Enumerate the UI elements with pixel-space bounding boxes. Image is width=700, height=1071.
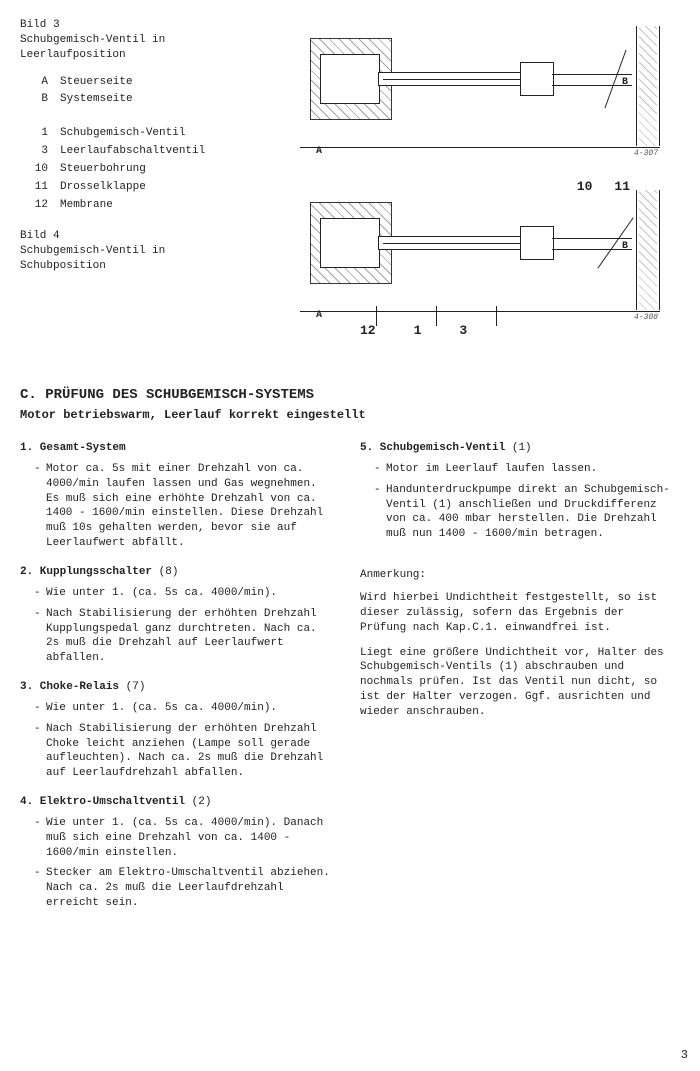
fig3-caption-l1: Bild 3: [20, 18, 292, 33]
list-item: Stecker am Elektro-Umschaltventil abzieh…: [34, 866, 334, 911]
table-row: 10Steuerbohrung: [34, 162, 211, 178]
list-item: Nach Stabilisierung der erhöhten Drehzah…: [34, 607, 334, 666]
item-3-title-main: 3. Choke-Relais: [20, 681, 119, 693]
legend-key: 1: [34, 126, 58, 142]
list-item: Nach Stabilisierung der erhöhten Drehzah…: [34, 722, 334, 781]
page-number: 3: [681, 1047, 688, 1063]
legend-val: Steuerbohrung: [60, 162, 211, 178]
item-1: 1. Gesamt-System Motor ca. 5s mit einer …: [20, 441, 334, 551]
table-row: 12Membrane: [34, 198, 211, 214]
fig4-callout-11: 11: [614, 178, 630, 196]
fig3-label-a: A: [316, 145, 322, 159]
item-2-title-main: 2. Kupplungsschalter: [20, 566, 152, 578]
fig4-diagram: 10 11 A B 12 1 3 4-308: [300, 182, 660, 322]
fig4-callout-12: 12: [360, 322, 376, 340]
legend-key: 12: [34, 198, 58, 214]
item-4-title-paren: (2): [192, 796, 212, 808]
legend-val: Membrane: [60, 198, 211, 214]
legend-key: B: [34, 92, 58, 108]
legend-key: 11: [34, 180, 58, 196]
fig3-caption-l2: Schubgemisch-Ventil in: [20, 33, 292, 48]
right-column: 5. Schubgemisch-Ventil (1) Motor im Leer…: [350, 441, 680, 925]
fig3-label-b: B: [622, 76, 628, 90]
fig4-label-b: B: [622, 240, 628, 254]
legend-val: Systemseite: [60, 92, 139, 108]
left-column: 1. Gesamt-System Motor ca. 5s mit einer …: [20, 441, 350, 925]
fig4-caption-l1: Bild 4: [20, 229, 292, 244]
item-4: 4. Elektro-Umschaltventil (2) Wie unter …: [20, 795, 334, 911]
diagrams: A B 4-307 10 11 A B 12 1 3 4: [300, 18, 680, 346]
item-2-title: 2. Kupplungsschalter (8): [20, 565, 334, 580]
item-2: 2. Kupplungsschalter (8) Wie unter 1. (c…: [20, 565, 334, 666]
fig4-callout-1: 1: [414, 322, 422, 340]
legend-val: Drosselklappe: [60, 180, 211, 196]
fig4-callout-3: 3: [459, 322, 467, 340]
legend-key: 10: [34, 162, 58, 178]
item-4-title: 4. Elektro-Umschaltventil (2): [20, 795, 334, 810]
fig4-caption-l3: Schubposition: [20, 259, 292, 274]
legend-key: A: [34, 75, 58, 91]
fig3-id: 4-307: [634, 149, 658, 160]
section-c-heading: C. PRÜFUNG DES SCHUBGEMISCH-SYSTEMS: [20, 386, 680, 405]
list-item: Motor ca. 5s mit einer Drehzahl von ca. …: [34, 462, 334, 551]
note-p1: Wird hierbei Undichtheit festgestellt, s…: [360, 591, 674, 636]
item-3-title-paren: (7): [126, 681, 146, 693]
list-item: Wie unter 1. (ca. 5s ca. 4000/min).: [34, 701, 334, 716]
item-2-title-paren: (8): [159, 566, 179, 578]
item-5-title-main: 5. Schubgemisch-Ventil: [360, 442, 505, 454]
note-heading: Anmerkung:: [360, 568, 674, 583]
fig3-caption-l3: Leerlaufposition: [20, 48, 292, 63]
legend-val: Schubgemisch-Ventil: [60, 126, 211, 142]
fig4-id: 4-308: [634, 313, 658, 324]
legend-numbers: 1Schubgemisch-Ventil 3Leerlaufabschaltve…: [32, 124, 213, 215]
item-5-title-paren: (1): [512, 442, 532, 454]
fig4-caption-l2: Schubgemisch-Ventil in: [20, 244, 292, 259]
item-3: 3. Choke-Relais (7) Wie unter 1. (ca. 5s…: [20, 680, 334, 781]
table-row: 11Drosselklappe: [34, 180, 211, 196]
legend-key: 3: [34, 144, 58, 160]
item-3-title: 3. Choke-Relais (7): [20, 680, 334, 695]
legend-letters: ASteuerseite BSystemseite: [32, 73, 141, 111]
fig4-callout-10: 10: [577, 178, 593, 196]
fig4-caption: Bild 4 Schubgemisch-Ventil in Schubposit…: [20, 229, 292, 274]
legend-val: Leerlaufabschaltventil: [60, 144, 211, 160]
item-1-title: 1. Gesamt-System: [20, 441, 334, 456]
item-5: 5. Schubgemisch-Ventil (1) Motor im Leer…: [360, 441, 674, 542]
item-5-title: 5. Schubgemisch-Ventil (1): [360, 441, 674, 456]
table-row: 3Leerlaufabschaltventil: [34, 144, 211, 160]
fig4-label-a: A: [316, 309, 322, 323]
legend-val: Steuerseite: [60, 75, 139, 91]
top-region: Bild 3 Schubgemisch-Ventil in Leerlaufpo…: [20, 18, 680, 346]
note-block: Anmerkung: Wird hierbei Undichtheit fest…: [360, 568, 674, 720]
section-c: C. PRÜFUNG DES SCHUBGEMISCH-SYSTEMS Moto…: [20, 386, 680, 925]
table-row: 1Schubgemisch-Ventil: [34, 126, 211, 142]
table-row: ASteuerseite: [34, 75, 139, 91]
fig3-diagram: A B 4-307: [300, 18, 660, 158]
list-item: Wie unter 1. (ca. 5s ca. 4000/min).: [34, 586, 334, 601]
fig3-caption: Bild 3 Schubgemisch-Ventil in Leerlaufpo…: [20, 18, 292, 63]
section-c-subheading: Motor betriebswarm, Leerlauf korrekt ein…: [20, 407, 680, 423]
list-item: Handunterdruckpumpe direkt an Schubgemis…: [374, 483, 674, 542]
figure-captions-legend: Bild 3 Schubgemisch-Ventil in Leerlaufpo…: [20, 18, 300, 346]
note-p2: Liegt eine größere Undichtheit vor, Halt…: [360, 646, 674, 720]
list-item: Wie unter 1. (ca. 5s ca. 4000/min). Dana…: [34, 816, 334, 861]
table-row: BSystemseite: [34, 92, 139, 108]
item-4-title-main: 4. Elektro-Umschaltventil: [20, 796, 185, 808]
list-item: Motor im Leerlauf laufen lassen.: [374, 462, 674, 477]
